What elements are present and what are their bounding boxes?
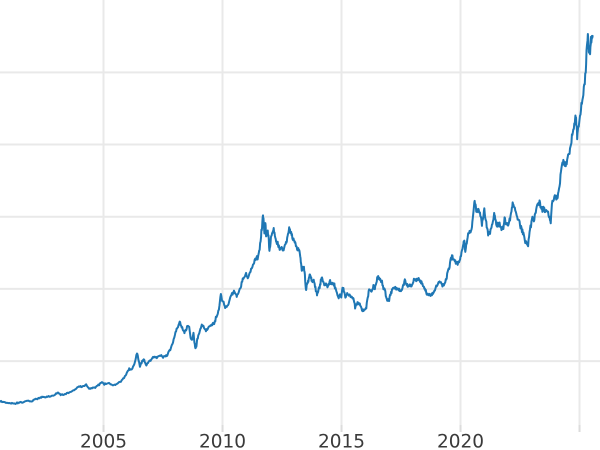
x-tick-label-2020: 2020 — [437, 432, 484, 450]
x-tick-label-2015: 2015 — [318, 432, 365, 450]
x-tick-label-2005: 2005 — [80, 432, 127, 450]
price-line-series — [0, 32, 594, 405]
gridlines — [0, 0, 600, 425]
x-tick-label-2010: 2010 — [199, 432, 246, 450]
x-axis: 2005 2010 2015 2020 — [80, 425, 581, 450]
